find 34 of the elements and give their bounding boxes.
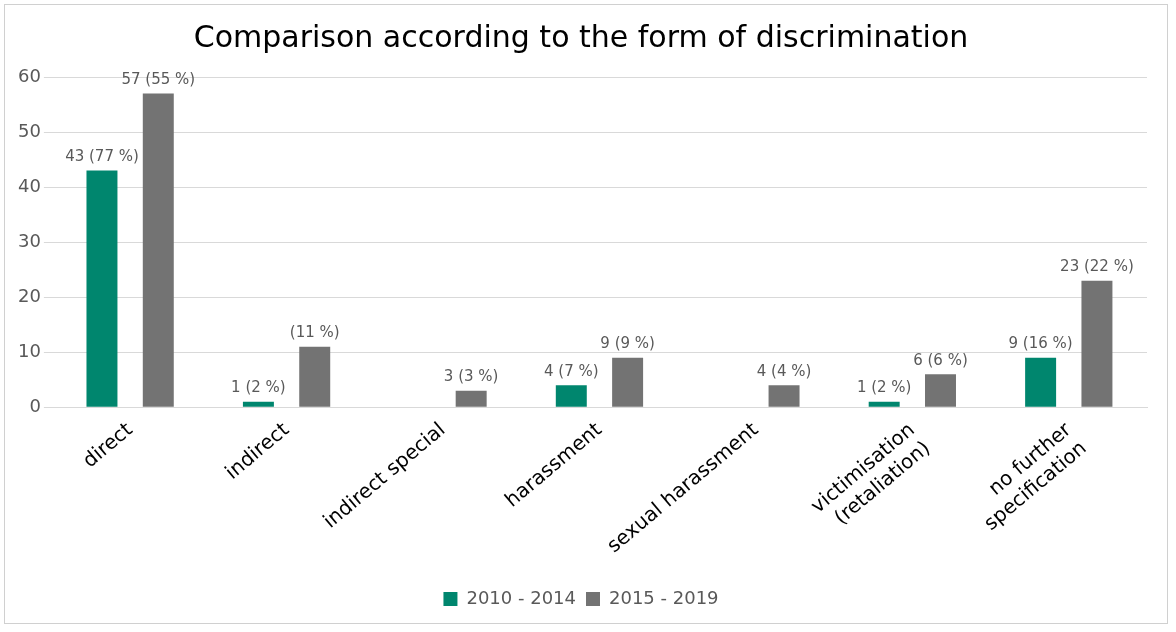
y-tick-label: 0	[29, 395, 41, 417]
data-label: 9 (16 %)	[1008, 334, 1073, 353]
data-label: (11 %)	[289, 323, 340, 342]
legend-label: 2015 - 2019	[609, 586, 719, 608]
chart-title: Comparison according to the form of discrimination	[193, 18, 969, 54]
bar	[555, 385, 587, 407]
data-label: 23 (22 %)	[1060, 257, 1134, 276]
y-tick-label: 60	[18, 64, 41, 86]
data-label: 1 (2 %)	[231, 378, 286, 397]
bar	[868, 401, 900, 407]
y-tick-label: 30	[18, 229, 41, 251]
data-label: 9 (9 %)	[600, 334, 655, 353]
bar	[142, 93, 174, 407]
bar	[242, 401, 274, 407]
legend-label: 2010 - 2014	[466, 586, 577, 608]
bar	[768, 385, 800, 407]
y-tick-label: 50	[18, 119, 41, 141]
bar	[612, 357, 644, 407]
data-label: 1 (2 %)	[856, 378, 912, 397]
bar	[455, 390, 487, 407]
data-label: 3 (3 %)	[443, 367, 499, 386]
y-tick-label: 20	[18, 284, 41, 306]
y-tick-label: 10	[18, 339, 41, 361]
data-label: 43 (77 %)	[65, 146, 139, 165]
bar	[86, 170, 118, 407]
bar	[299, 346, 331, 407]
data-label: 4 (4 %)	[756, 361, 812, 380]
bar	[1025, 357, 1057, 407]
bar	[1081, 280, 1113, 407]
data-label: 4 (7 %)	[544, 361, 599, 380]
data-label: 6 (6 %)	[913, 350, 968, 369]
bar	[925, 374, 956, 407]
data-label: 57 (55 %)	[121, 69, 196, 88]
y-tick-label: 40	[18, 174, 41, 196]
